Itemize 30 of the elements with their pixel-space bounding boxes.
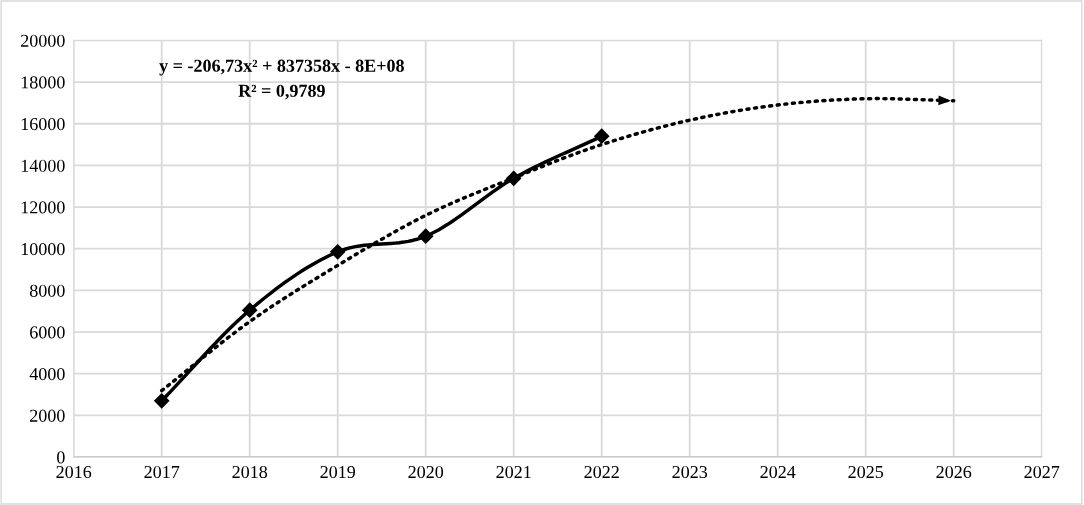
x-tick-label: 2021	[496, 465, 531, 479]
x-tick-label: 2025	[848, 465, 884, 479]
y-tick-label: 18000	[21, 76, 65, 89]
y-tick-label: 2000	[30, 409, 65, 422]
annotation: y = -206,73x² + 837358x - 8E+08	[159, 59, 404, 76]
x-tick-label: 2019	[320, 465, 356, 479]
x-tick-label: 2026	[936, 465, 972, 479]
x-tick-label: 2024	[760, 465, 796, 479]
x-tick-label: 2018	[232, 465, 268, 479]
x-tick-label: 2023	[672, 465, 708, 479]
x-tick-label: 2027	[1024, 465, 1060, 479]
y-tick-label: 4000	[29, 367, 65, 381]
point	[594, 128, 610, 144]
annotation: R² = 0,9789	[238, 84, 325, 100]
x-tick-label: 2016	[56, 465, 92, 479]
point	[330, 244, 346, 260]
point	[242, 302, 258, 318]
y-tick-label: 14000	[21, 159, 65, 172]
y-tick-label: 6000	[30, 326, 65, 339]
x-tick-label: 2020	[408, 465, 444, 479]
y-tick-label: 0	[57, 451, 65, 464]
y-tick-label: 8000	[29, 284, 65, 297]
y-tick-label: 16000	[21, 117, 65, 131]
point	[418, 228, 434, 244]
point	[154, 393, 170, 409]
y-tick-label: 10000	[21, 242, 65, 256]
y-tick-label: 20000	[21, 34, 65, 47]
x-tick-label: 2022	[584, 465, 619, 479]
x-tick-label: 2017	[144, 465, 180, 479]
y-tick-label: 12000	[21, 201, 65, 214]
